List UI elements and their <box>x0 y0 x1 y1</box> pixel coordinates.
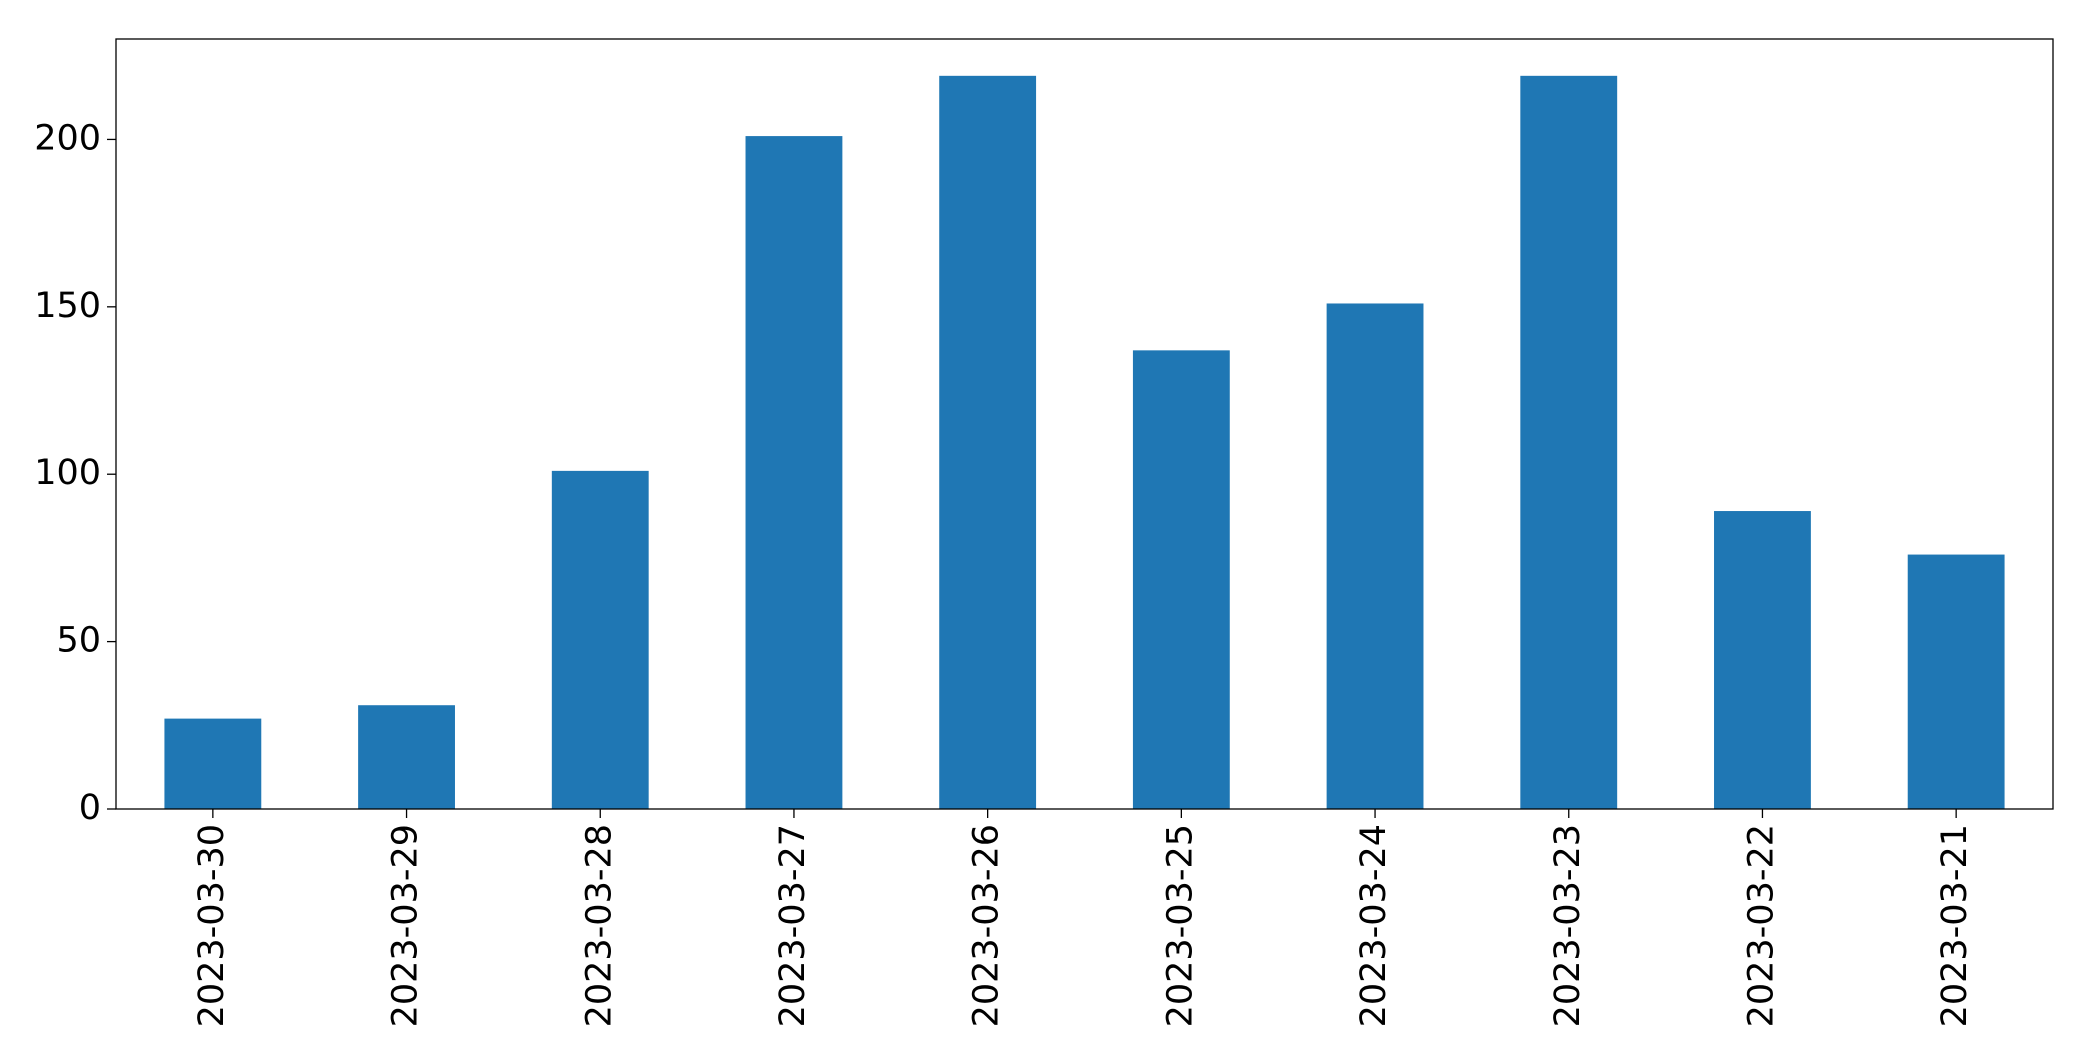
bar <box>1326 303 1424 809</box>
x-tick-label: 2023-03-26 <box>967 824 1007 1027</box>
bar <box>939 75 1037 809</box>
bar <box>1714 511 1811 809</box>
y-tick-label: 150 <box>34 286 101 326</box>
bar <box>1907 554 2005 809</box>
y-tick-label: 0 <box>79 788 101 828</box>
x-tick-label: 2023-03-27 <box>773 824 813 1027</box>
y-tick-label: 100 <box>34 453 101 493</box>
x-tick-label: 2023-03-29 <box>386 824 426 1027</box>
bar <box>358 705 455 809</box>
y-tick-label: 200 <box>34 118 101 158</box>
bar <box>1520 75 1618 809</box>
y-tick-label: 50 <box>56 621 101 661</box>
x-tick-label: 2023-03-21 <box>1935 824 1975 1027</box>
x-tick-label: 2023-03-30 <box>192 824 232 1027</box>
x-tick-label: 2023-03-24 <box>1354 824 1394 1027</box>
x-tick-label: 2023-03-28 <box>579 824 619 1027</box>
bar <box>1132 350 1230 809</box>
plot-frame <box>115 38 2054 810</box>
bar <box>551 470 649 809</box>
x-tick-label: 2023-03-22 <box>1741 824 1781 1027</box>
bar <box>745 136 843 809</box>
x-tick-label: 2023-03-23 <box>1548 824 1588 1027</box>
bar <box>164 718 262 809</box>
x-tick-label: 2023-03-25 <box>1160 824 1200 1027</box>
